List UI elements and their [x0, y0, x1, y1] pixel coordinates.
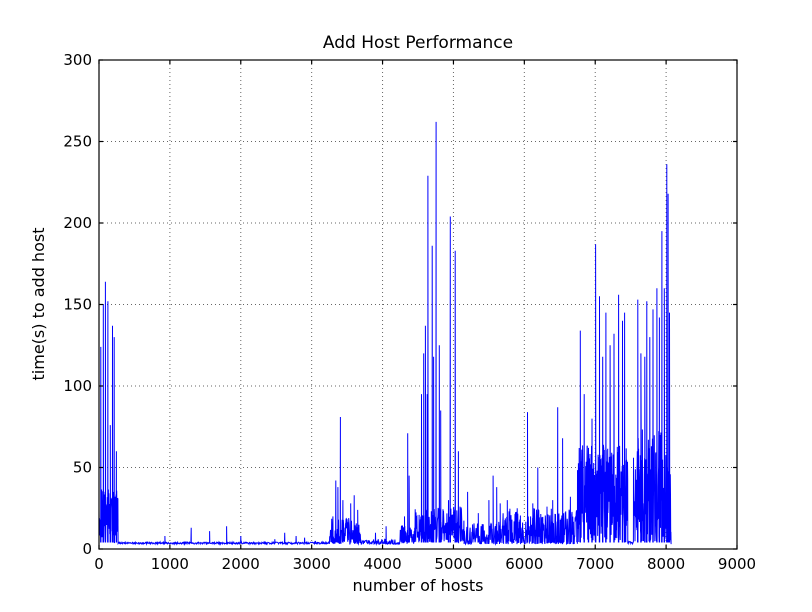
- y-tick-labels: 0 50 100 150 200 250 300: [63, 51, 92, 558]
- x-tick-labels: 0 1000 2000 3000 4000 5000 6000 7000 8000 9000: [94, 555, 756, 573]
- x-tick-label: 7000: [576, 555, 614, 573]
- x-tick-label: 0: [94, 555, 104, 573]
- x-tick-label: 4000: [363, 555, 401, 573]
- y-tick-label: 200: [63, 214, 92, 232]
- x-tick-label: 3000: [293, 555, 331, 573]
- x-tick-label: 9000: [718, 555, 756, 573]
- x-axis-label: number of hosts: [353, 576, 484, 595]
- x-tick-label: 6000: [505, 555, 543, 573]
- x-tick-label: 8000: [647, 555, 685, 573]
- y-tick-label: 0: [82, 540, 92, 558]
- plot-border: [98, 59, 738, 550]
- chart-title: Add Host Performance: [323, 33, 513, 53]
- x-tick-label: 5000: [434, 555, 472, 573]
- data-series: [98, 121, 672, 546]
- y-axis-label: time(s) to add host: [29, 228, 48, 381]
- x-tick-label: 1000: [151, 555, 189, 573]
- plot-area: [99, 60, 737, 549]
- y-tick-label: 300: [63, 51, 92, 69]
- y-tick-label: 250: [63, 133, 92, 151]
- y-tick-label: 100: [63, 377, 92, 395]
- x-tick-label: 2000: [222, 555, 260, 573]
- time-series-line: [98, 121, 672, 546]
- y-tick-label: 150: [63, 296, 92, 314]
- y-tick-label: 50: [73, 459, 92, 477]
